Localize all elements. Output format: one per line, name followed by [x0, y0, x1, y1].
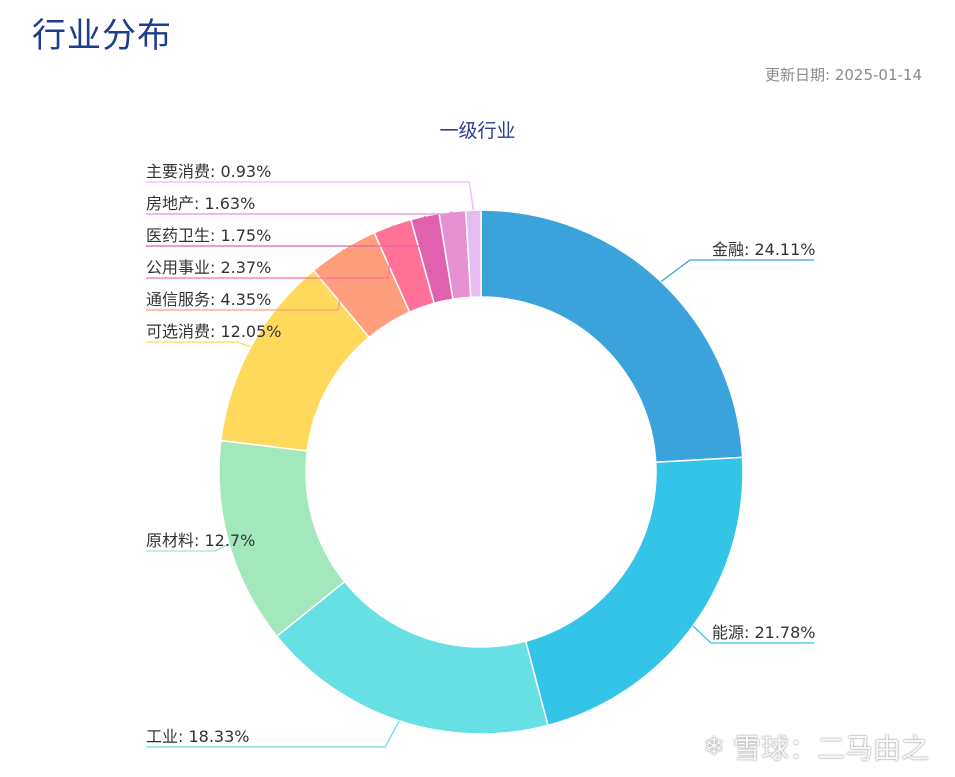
leader-line-4: [146, 341, 252, 348]
chart-title: 一级行业: [439, 120, 516, 142]
page-title: 行业分布: [32, 16, 172, 56]
leader-line-1: [692, 625, 814, 644]
slice-label-2: 工业: 18.33%: [146, 727, 250, 746]
donut-slice-1[interactable]: [524, 456, 744, 727]
snowball-logo-icon: ❄: [703, 732, 725, 762]
leader-line-7: [146, 215, 426, 247]
donut-slice-2[interactable]: [275, 580, 549, 735]
slice-label-4: 可选消费: 12.05%: [146, 322, 282, 341]
watermark: ❄ 雪球：二马由之: [703, 727, 929, 767]
slice-label-7: 医药卫生: 1.75%: [146, 226, 271, 245]
slice-label-1: 能源: 21.78%: [712, 623, 816, 642]
slice-label-3: 原材料: 12.7%: [146, 531, 255, 550]
slice-label-9: 主要消费: 0.93%: [146, 162, 271, 181]
update-date: 更新日期: 2025-01-14: [765, 66, 922, 84]
slice-label-8: 房地产: 1.63%: [146, 194, 255, 213]
watermark-text: 雪球：二马由之: [732, 732, 929, 765]
donut-slice-9[interactable]: [464, 209, 482, 299]
leader-line-8: [146, 211, 453, 215]
leader-line-0: [660, 259, 814, 283]
slice-label-0: 金融: 24.11%: [712, 240, 816, 259]
leader-line-5: [146, 249, 344, 311]
donut-slice-0[interactable]: [480, 209, 744, 464]
leader-line-9: [146, 181, 474, 211]
slice-label-5: 通信服务: 4.35%: [146, 290, 271, 309]
leader-line-2: [146, 720, 400, 748]
leader-line-6: [146, 225, 393, 279]
leader-line-3: [146, 543, 230, 552]
slice-label-6: 公用事业: 2.37%: [146, 258, 271, 277]
